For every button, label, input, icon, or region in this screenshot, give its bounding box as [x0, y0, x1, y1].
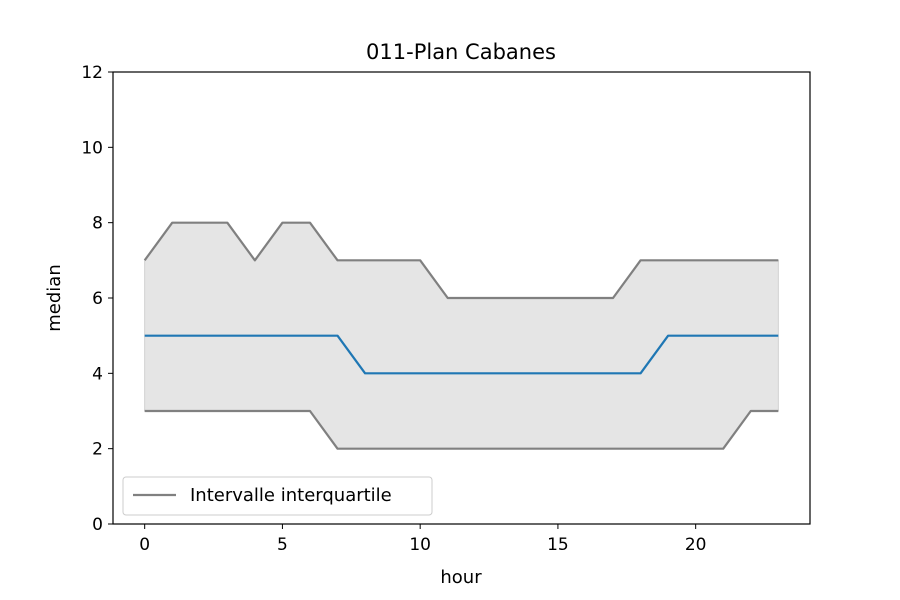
y-tick-label: 10: [81, 138, 103, 158]
x-tick-label: 10: [409, 535, 431, 555]
y-tick-label: 12: [81, 63, 103, 83]
lower-quartile-line: [144, 409, 779, 450]
x-tick-label: 15: [547, 535, 569, 555]
y-tick-label: 6: [92, 289, 103, 309]
series-line-layer: [143, 221, 779, 450]
x-tick-label: 0: [139, 535, 150, 555]
upper-quartile-line: [143, 221, 779, 300]
y-tick-label: 2: [92, 440, 103, 460]
y-axis-label: median: [44, 264, 65, 331]
x-tick-label: 5: [277, 535, 288, 555]
median-line: [144, 334, 779, 375]
y-tick-label: 0: [92, 515, 103, 535]
x-axis-ticks: 0 5 10 15 20: [139, 524, 706, 555]
legend-label: Intervalle interquartile: [190, 485, 392, 506]
x-tick-label: 20: [685, 535, 707, 555]
y-tick-label: 8: [92, 214, 103, 234]
x-axis-label: hour: [440, 567, 482, 588]
legend-box: [122, 476, 433, 516]
y-axis-ticks: 0 2 4 6 8 10 12: [81, 63, 113, 535]
legend: Intervalle interquartile: [122, 476, 433, 516]
chart-title: 011-Plan Cabanes: [366, 40, 556, 64]
y-tick-label: 4: [92, 364, 103, 384]
